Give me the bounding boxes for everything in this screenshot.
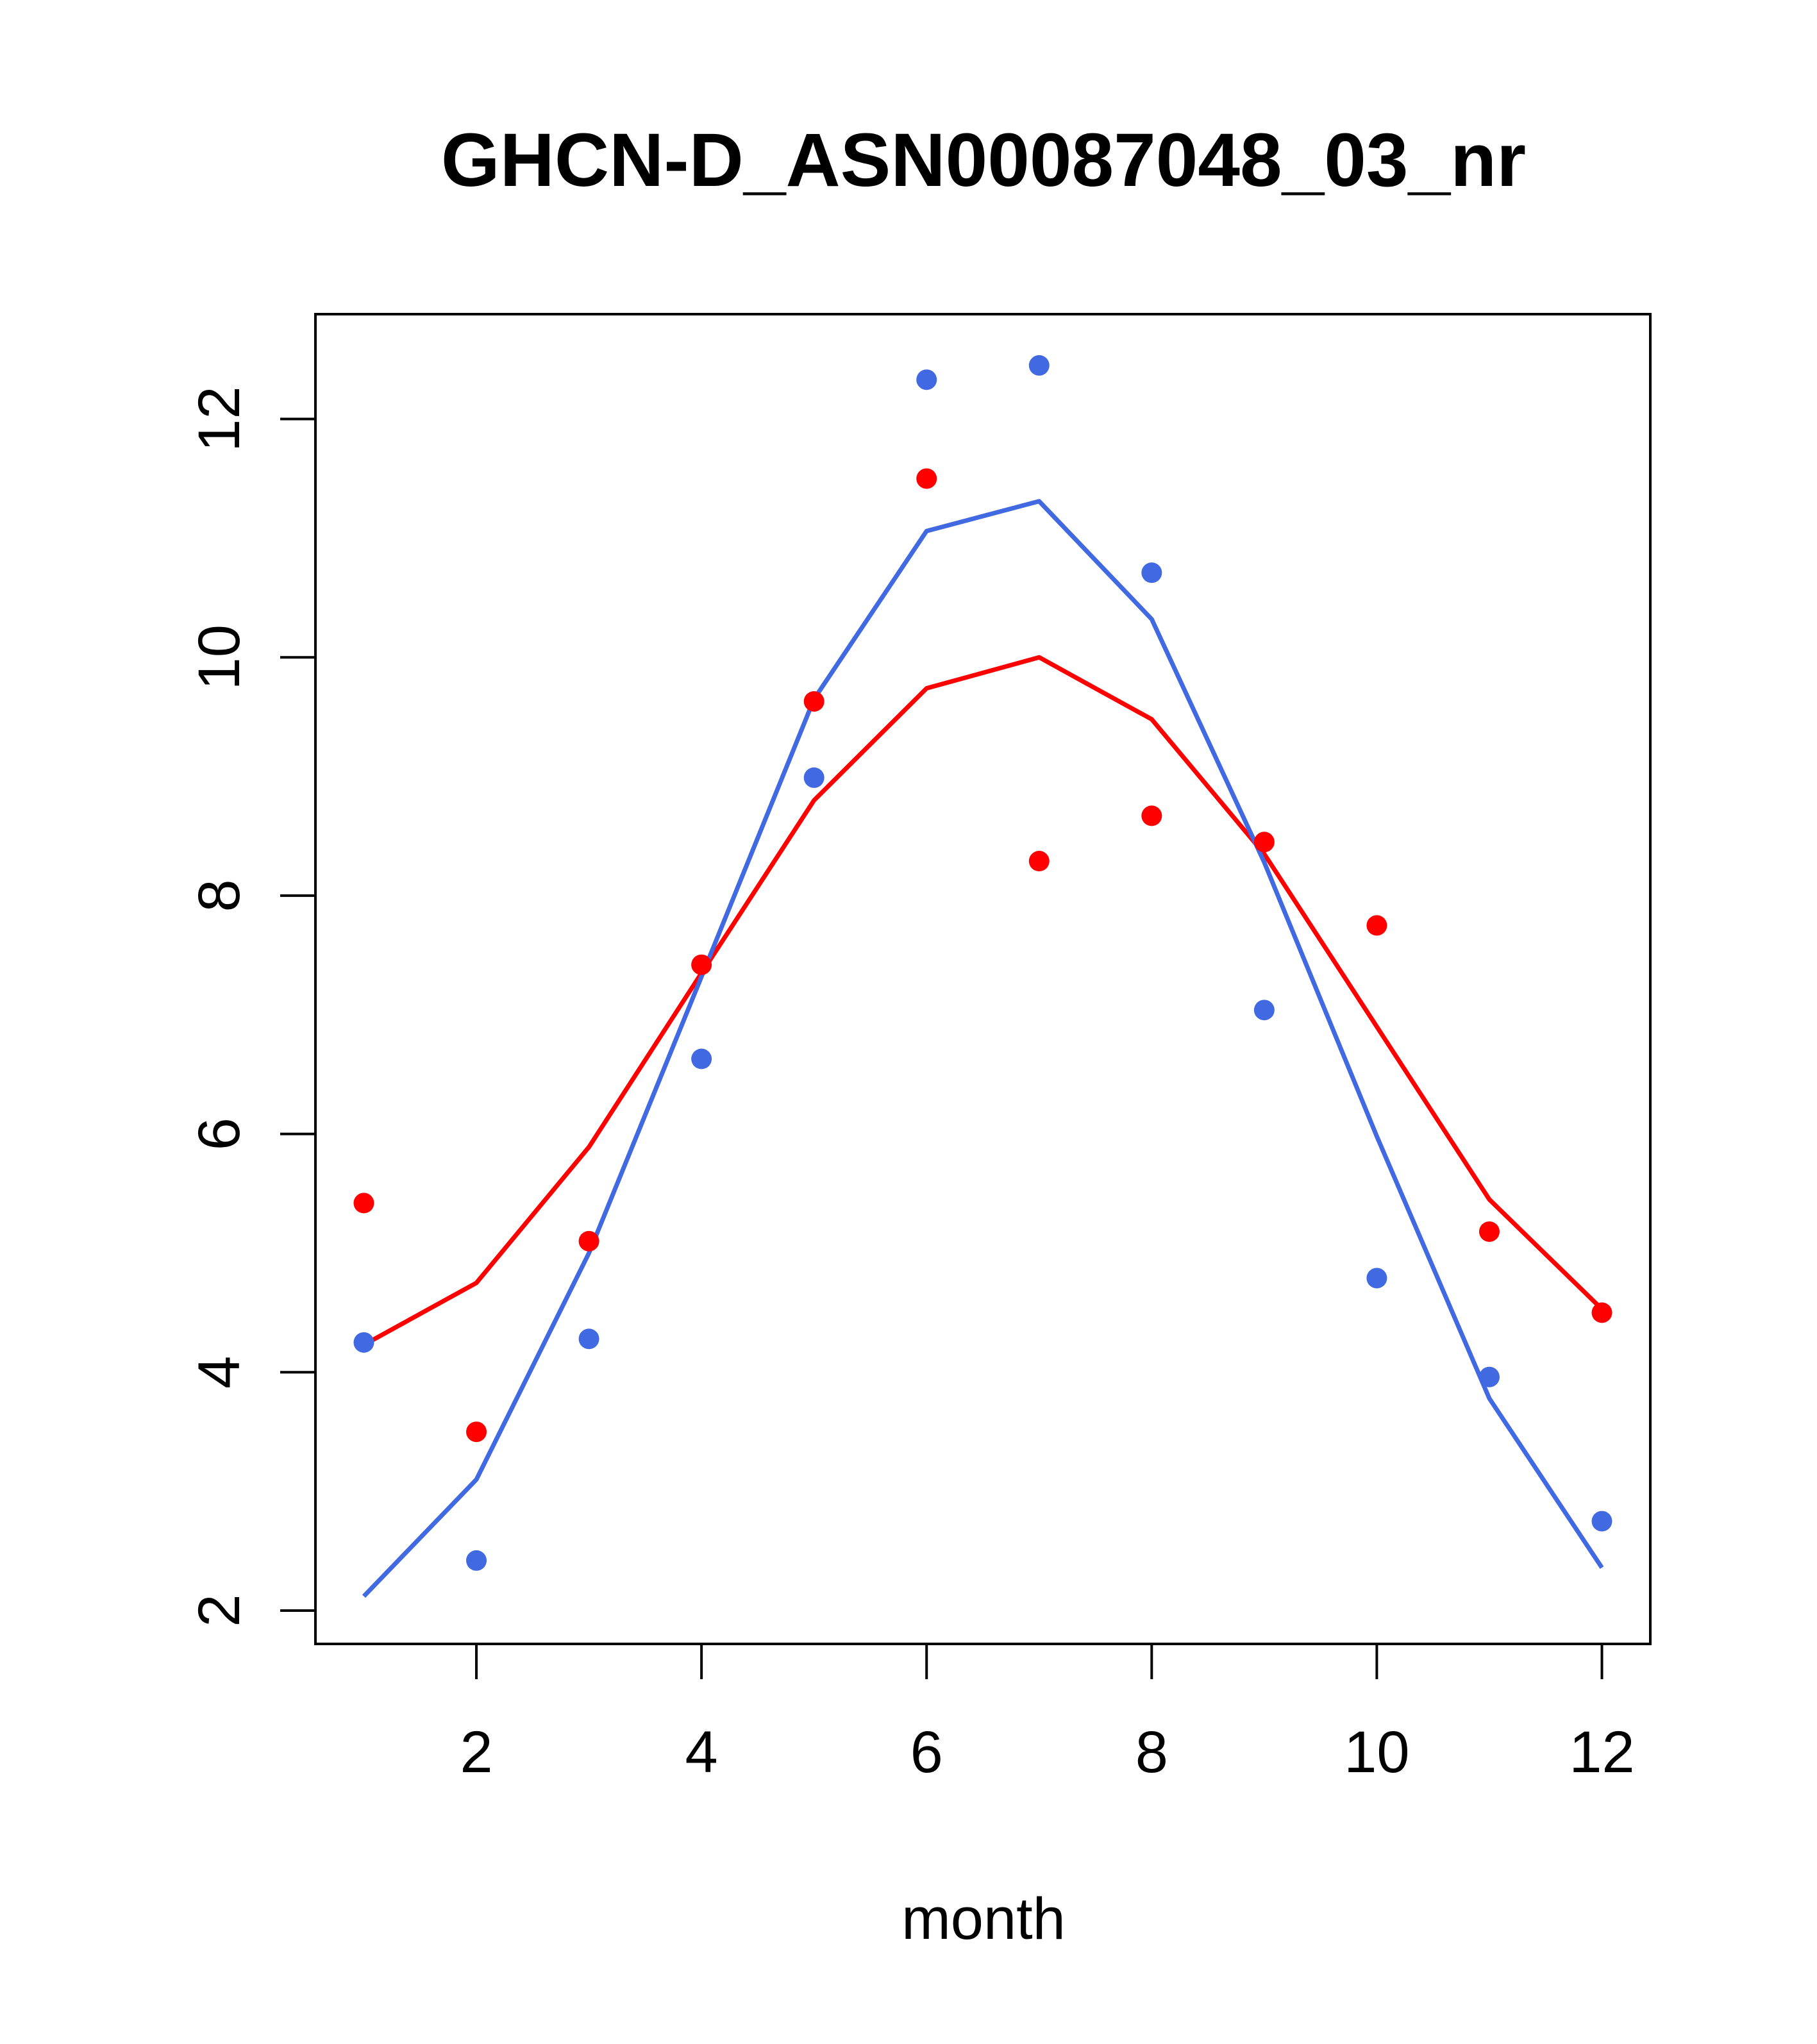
- series-1-point: [803, 691, 825, 712]
- series-2-point: [466, 1550, 487, 1571]
- series-1-point: [1141, 805, 1162, 826]
- series-1-line: [362, 655, 1603, 1347]
- x-tick-label: 10: [1344, 1720, 1409, 1785]
- x-tick-label: 2: [460, 1720, 492, 1785]
- series-1-point: [578, 1230, 599, 1252]
- series-1-point: [466, 1421, 487, 1443]
- y-tick-label: 2: [187, 1594, 252, 1627]
- series-2-point: [803, 767, 825, 788]
- x-tick-label: 8: [1135, 1720, 1168, 1785]
- series-2-point: [353, 1332, 374, 1353]
- y-axis: 2 4 6 8 10 12: [187, 386, 315, 1627]
- series-2-point: [1478, 1366, 1500, 1387]
- y-tick-label: 10: [187, 624, 252, 690]
- series-2-point: [691, 1048, 712, 1069]
- chart-title: GHCN-D_ASN00087048_03_nr: [441, 118, 1526, 203]
- y-tick-label: 12: [187, 386, 252, 451]
- series-2-point: [1591, 1511, 1612, 1532]
- x-tick-label: 12: [1569, 1720, 1634, 1785]
- series-2-point: [1366, 1268, 1387, 1289]
- x-tick-label: 6: [910, 1720, 943, 1785]
- series-1-point: [916, 468, 937, 489]
- y-tick-label: 4: [187, 1356, 252, 1389]
- series-2-point: [1028, 355, 1050, 376]
- plot-frame: [314, 313, 1652, 1645]
- x-axis-label: month: [901, 1886, 1066, 1952]
- series-layer: [353, 355, 1612, 1598]
- x-tick-label: 4: [685, 1720, 718, 1785]
- series-1-point: [353, 1193, 374, 1214]
- series-1-point: [1591, 1302, 1612, 1323]
- series-2-point: [916, 369, 937, 390]
- series-1-point: [1366, 915, 1387, 936]
- series-2-point: [578, 1328, 599, 1350]
- series-1-point: [1478, 1221, 1500, 1242]
- series-2-point: [1141, 562, 1162, 583]
- x-axis: 2 4 6 8 10 12: [460, 1644, 1635, 1785]
- series-1-point: [1028, 851, 1050, 872]
- y-tick-label: 6: [187, 1118, 252, 1150]
- series-1-point: [691, 954, 712, 975]
- series-2-line: [362, 499, 1604, 1598]
- y-tick-label: 8: [187, 879, 252, 912]
- series-1-point: [1253, 832, 1275, 853]
- series-2-point: [1253, 1000, 1275, 1021]
